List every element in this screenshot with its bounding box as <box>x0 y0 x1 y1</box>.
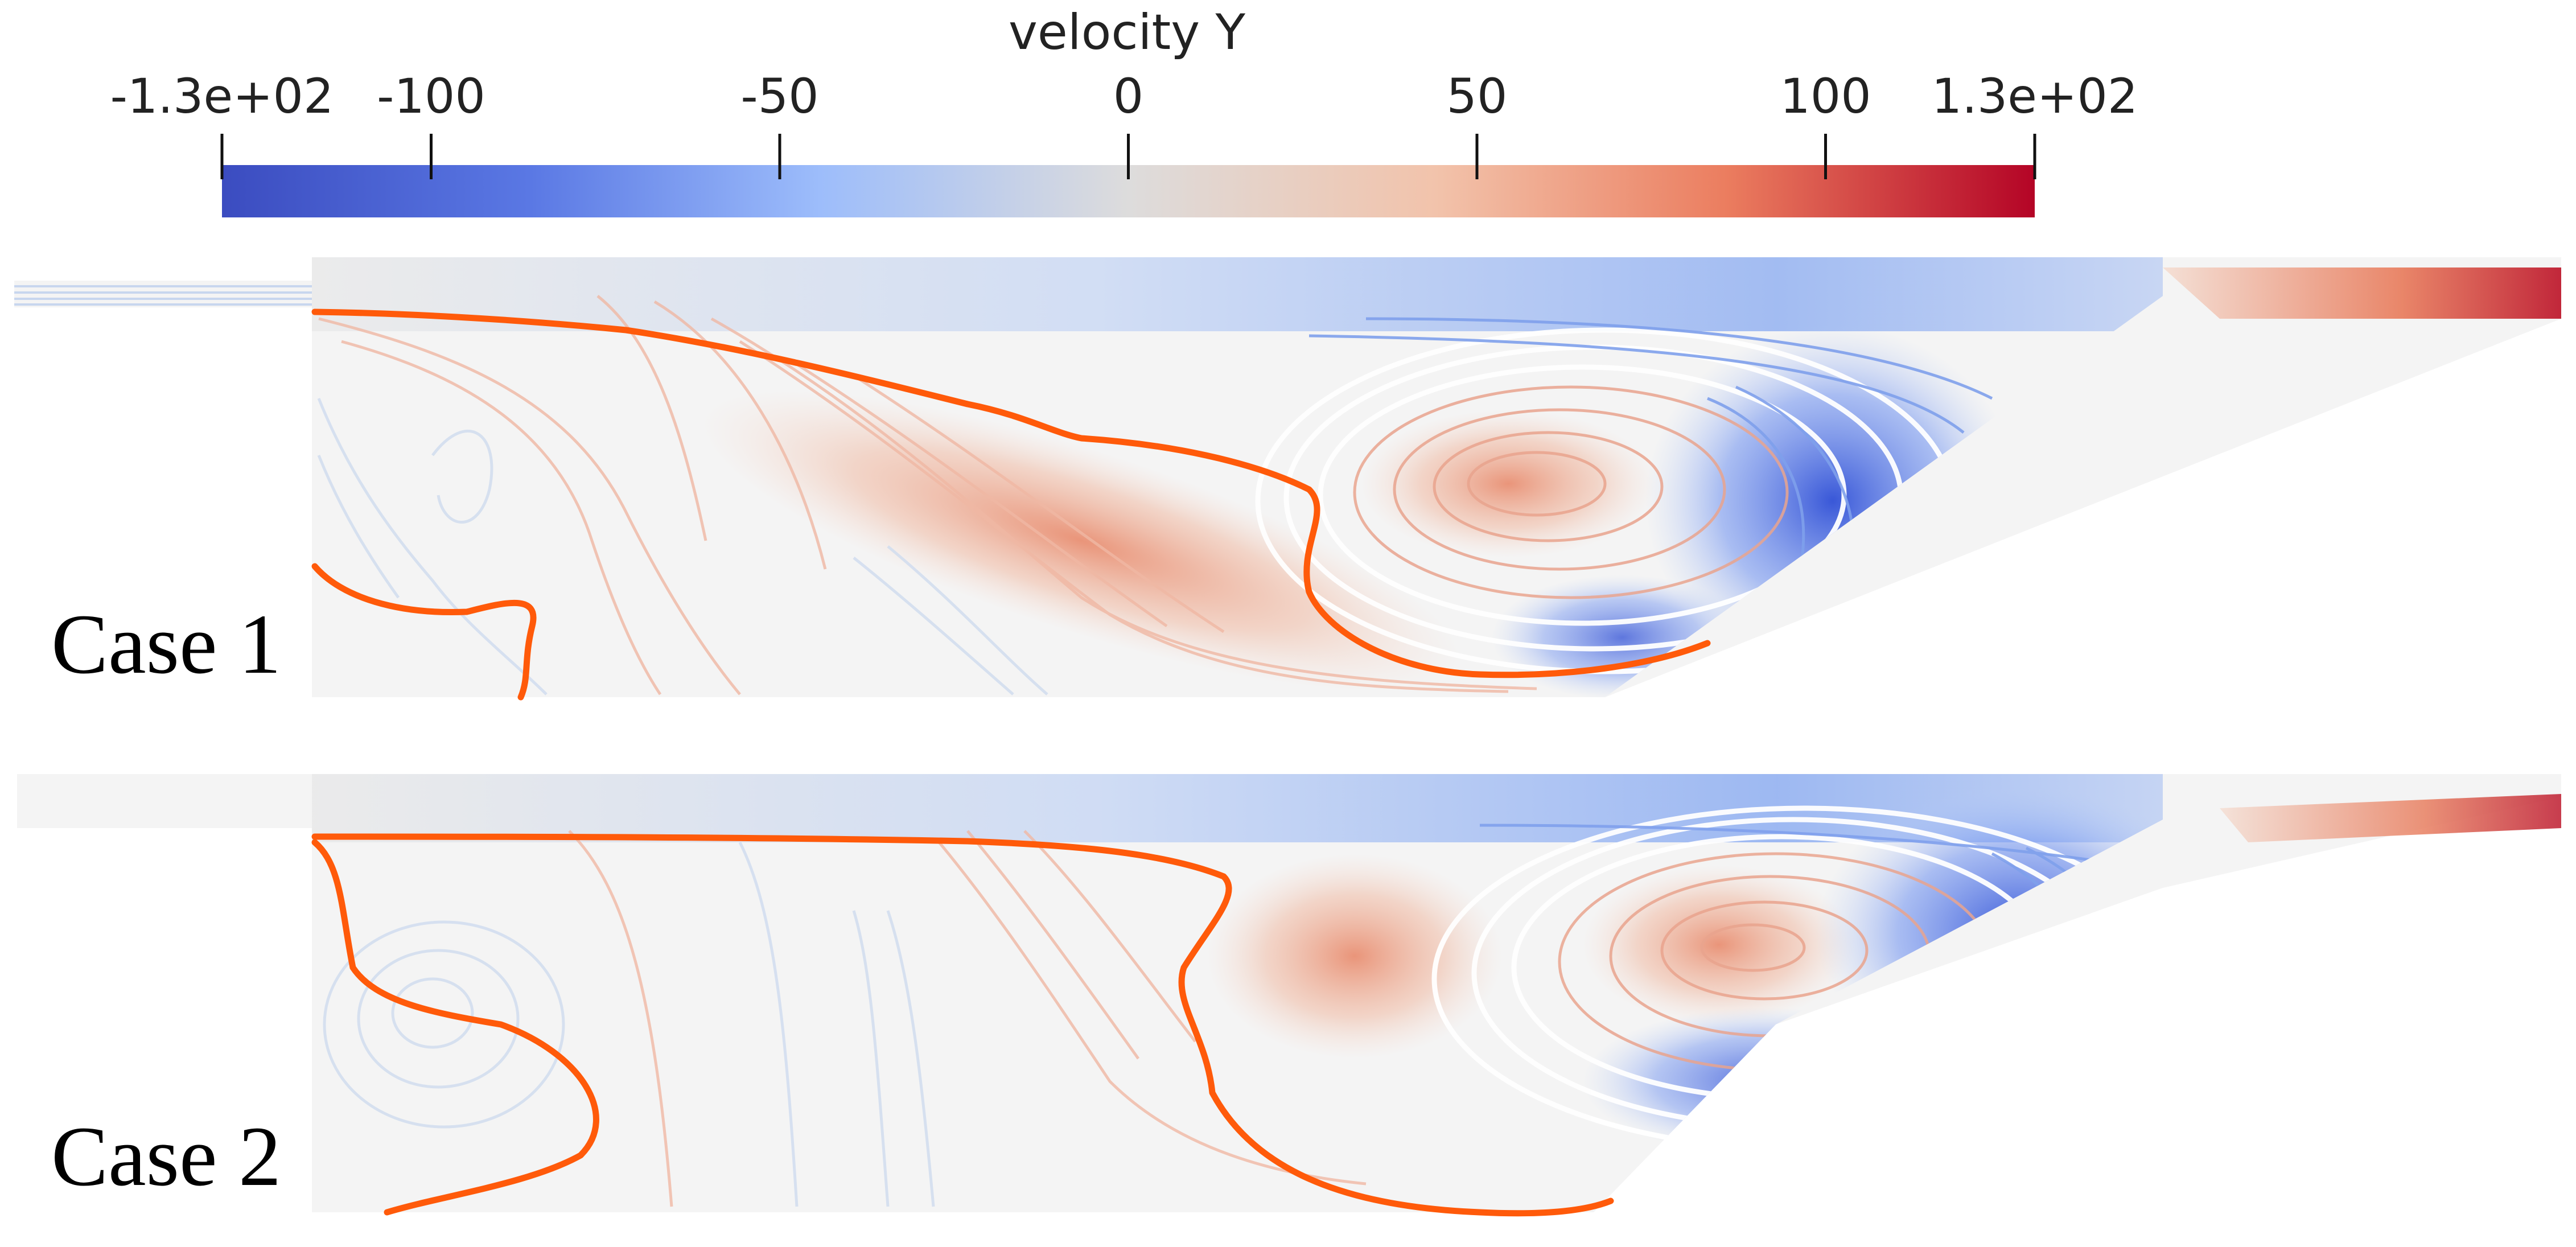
colorbar-tick-label: -100 <box>377 68 485 124</box>
warm-vortex-core <box>1582 865 1855 1024</box>
colorbar-tick-label: 0 <box>1113 68 1143 124</box>
contour-line-1b <box>311 563 537 701</box>
warm-shear-band <box>701 390 1462 692</box>
contour-line-2a <box>311 833 1614 1217</box>
contour-line-2b <box>311 839 599 1216</box>
case-2-label: Case 2 <box>51 1109 281 1204</box>
outlet-tip <box>2220 794 2561 842</box>
streamlines-case-1 <box>317 295 2163 695</box>
colorbar-title: velocity Y <box>1009 4 1245 61</box>
contour-line-1a <box>311 308 1711 678</box>
panel-case-1: Case 1 <box>14 257 2561 701</box>
warm-vortex-core <box>1360 410 1656 558</box>
inlet-channel <box>17 774 312 828</box>
colorbar: velocity Y -1.3e+02 -100 -50 0 50 100 1.3e+02 <box>110 4 2138 217</box>
inlet-streamlines <box>14 285 312 306</box>
colorbar-tick-label: -1.3e+02 <box>110 68 334 124</box>
colorbar-tick-label: -50 <box>740 68 818 124</box>
outlet-tip <box>2163 267 2561 319</box>
colorbar-tick-label: 100 <box>1780 68 1871 124</box>
colorbar-tick-label: 50 <box>1447 68 1508 124</box>
panel-case-2: Case 2 <box>17 774 2561 1217</box>
colorbar-ticks: -1.3e+02 -100 -50 0 50 100 1.3e+02 <box>110 68 2138 179</box>
inlet-channel <box>14 281 312 307</box>
colorbar-tick-label: 1.3e+02 <box>1932 68 2138 124</box>
warm-left-band <box>1207 854 1503 1059</box>
case-1-label: Case 1 <box>51 597 281 692</box>
